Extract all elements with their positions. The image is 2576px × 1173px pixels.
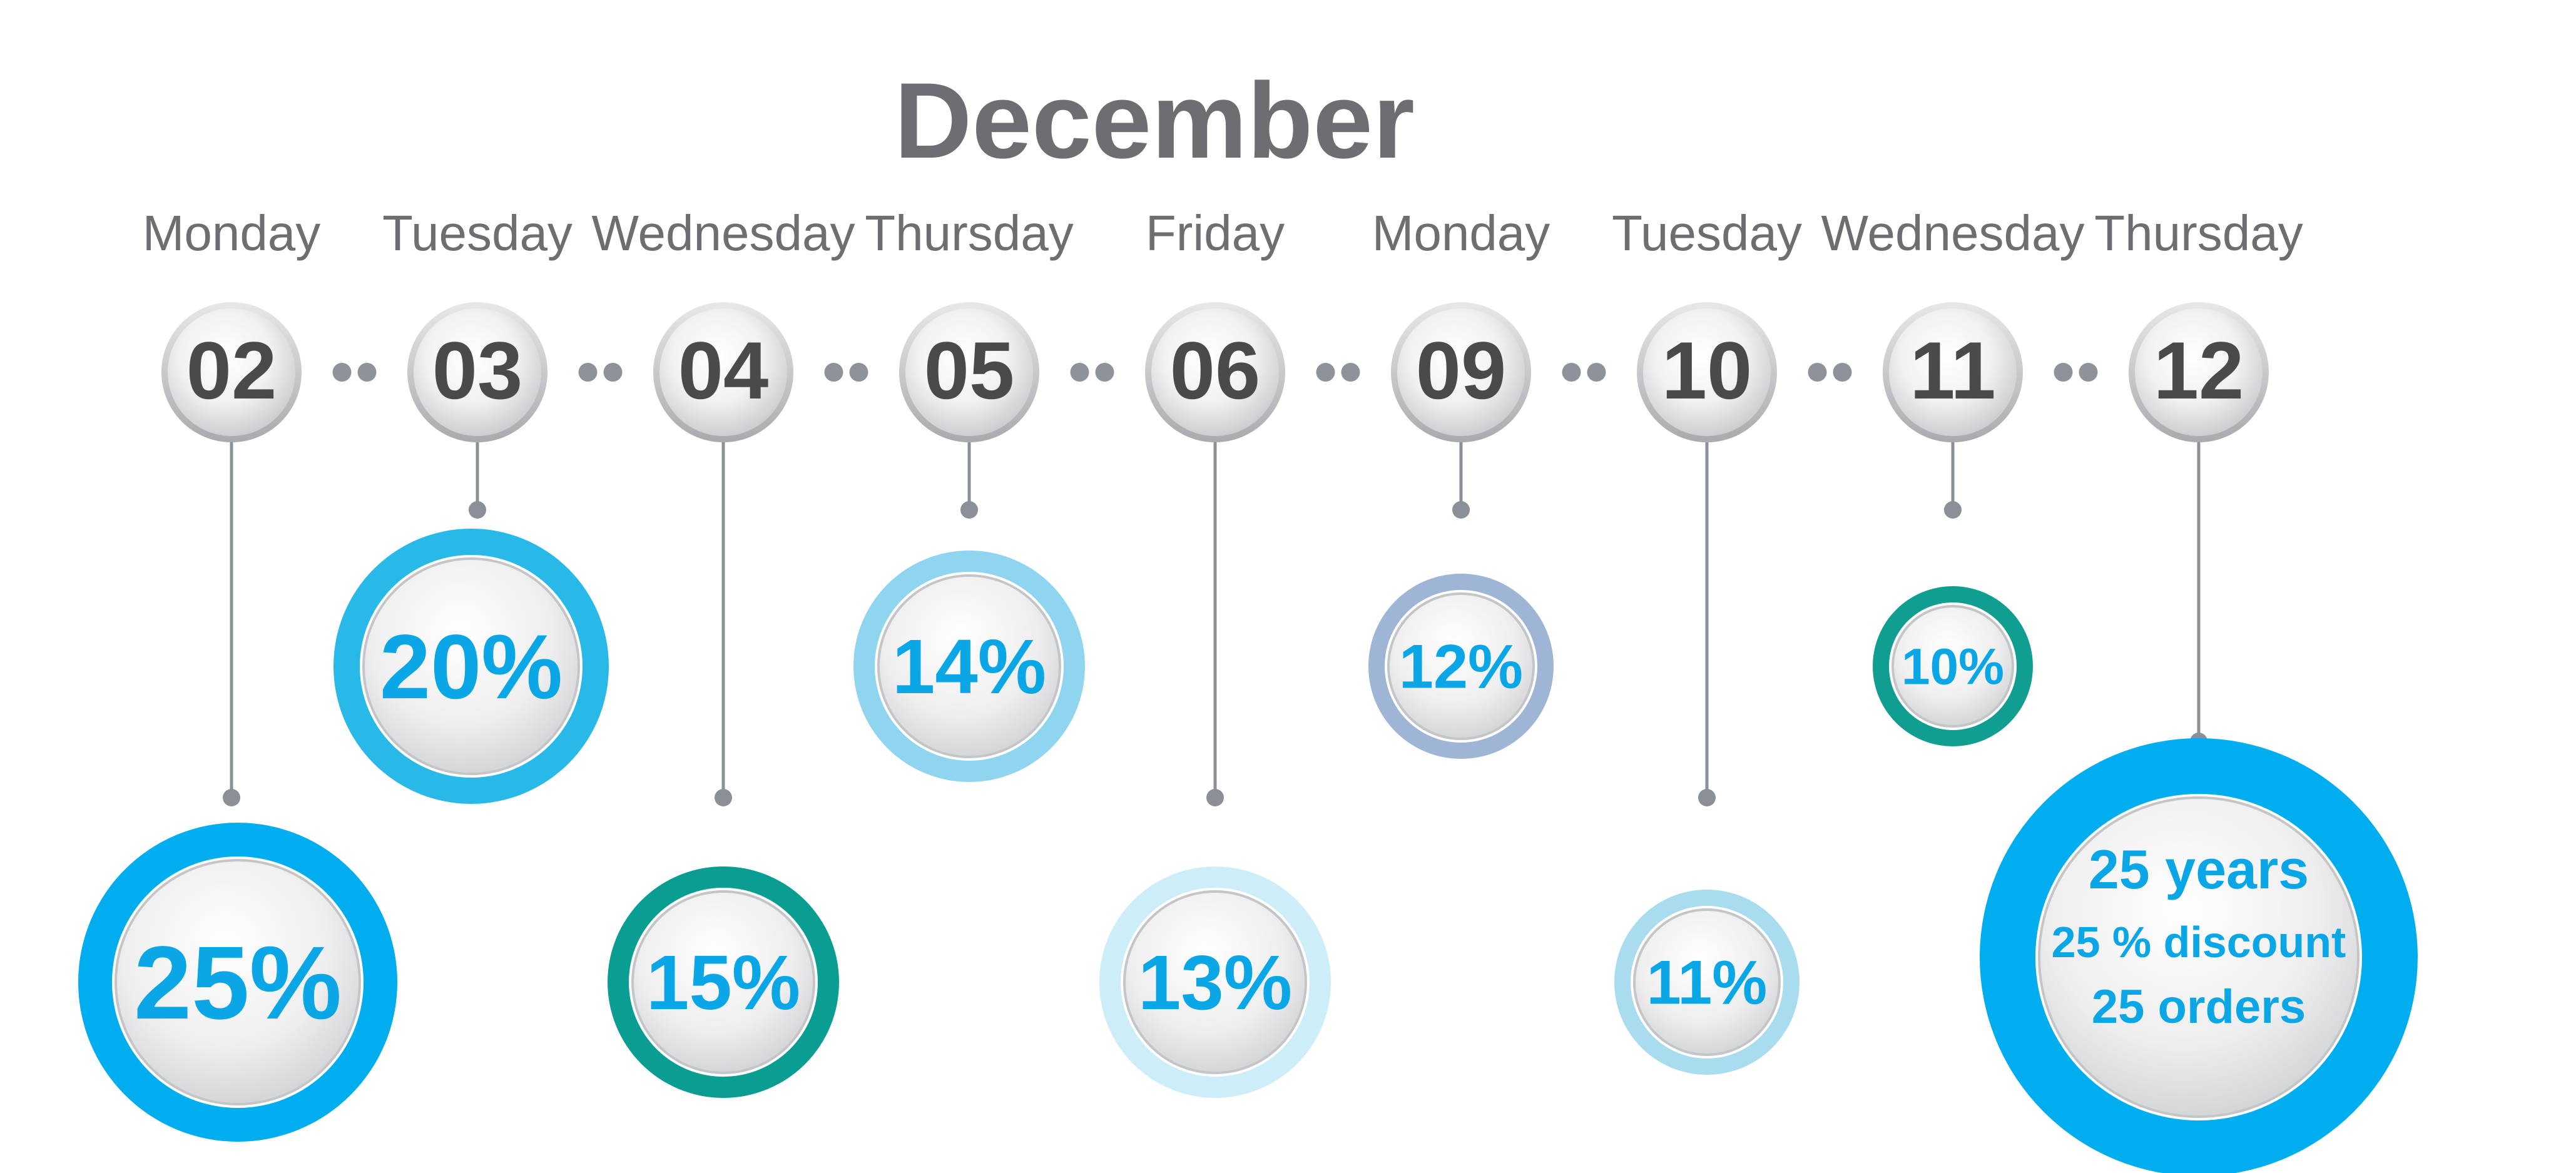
day-item: Thursday 05 14% bbox=[853, 205, 1085, 782]
separator-dot bbox=[603, 363, 623, 382]
connector-node bbox=[1206, 789, 1224, 806]
date-number: 10 bbox=[1662, 325, 1753, 416]
separator-dot bbox=[357, 363, 377, 382]
day-item: Wednesday 11 10% bbox=[1821, 205, 2085, 746]
date-number: 06 bbox=[1170, 325, 1261, 416]
day-item: Monday 02 25% bbox=[78, 205, 397, 1142]
connector-node bbox=[1698, 789, 1716, 806]
weekday-label: Friday bbox=[1146, 205, 1285, 261]
separator-dot bbox=[1808, 363, 1827, 382]
date-circle bbox=[414, 308, 541, 436]
day-item: Thursday 12 25 years 25 % discount 25 orders bbox=[1980, 205, 2418, 1173]
separator-dot bbox=[849, 363, 868, 382]
date-circle bbox=[1151, 308, 1279, 436]
day-item: Monday 09 12% bbox=[1368, 205, 1554, 759]
discount-badge bbox=[1123, 890, 1307, 1074]
separator-dot bbox=[332, 363, 352, 382]
discount-badge bbox=[1633, 908, 1781, 1056]
day-item: Tuesday 10 11% bbox=[1612, 205, 1802, 1075]
day-item: Wednesday 04 15% bbox=[591, 205, 855, 1098]
separator-dot bbox=[1341, 363, 1360, 382]
date-number: 04 bbox=[678, 325, 769, 416]
separator-dot bbox=[824, 363, 843, 382]
discount-badge bbox=[115, 859, 361, 1105]
day-item: Tuesday 03 20% bbox=[333, 205, 609, 804]
discount-badge bbox=[631, 890, 815, 1074]
discount-percent: 15% bbox=[646, 940, 800, 1026]
date-circle bbox=[1889, 308, 2017, 436]
timeline-days: Monday 02 25% Tuesday 03 20% Wednesday 04 15% Thu… bbox=[78, 205, 2418, 1173]
separator-dot bbox=[1316, 363, 1335, 382]
weekday-label: Wednesday bbox=[1821, 205, 2084, 261]
date-circle bbox=[905, 308, 1033, 436]
separator-dot bbox=[578, 363, 598, 382]
connector-node bbox=[715, 789, 732, 806]
connector-node bbox=[223, 789, 240, 806]
discount-percent: 12% bbox=[1399, 632, 1523, 701]
date-number: 09 bbox=[1416, 325, 1507, 416]
date-number: 03 bbox=[432, 325, 523, 416]
weekday-label: Thursday bbox=[2094, 205, 2303, 261]
page-title: December bbox=[894, 61, 1415, 181]
date-circle bbox=[1643, 308, 1771, 436]
separator-dot bbox=[1562, 363, 1581, 382]
connector-node bbox=[1452, 501, 1470, 519]
date-number: 11 bbox=[1910, 325, 1995, 416]
separator-dot bbox=[1095, 363, 1114, 382]
connector-node bbox=[960, 501, 978, 519]
timeline-dots bbox=[332, 363, 2098, 382]
anniversary-text-line: 25 years bbox=[2089, 838, 2309, 900]
weekday-label: Monday bbox=[1372, 205, 1550, 261]
separator-dot bbox=[1070, 363, 1089, 382]
discount-percent: 10% bbox=[1901, 639, 2004, 696]
date-number: 12 bbox=[2154, 325, 2244, 416]
date-circle bbox=[1397, 308, 1525, 436]
weekday-label: Thursday bbox=[865, 205, 1073, 261]
weekday-label: Wednesday bbox=[591, 205, 855, 261]
date-number: 05 bbox=[924, 325, 1015, 416]
separator-dot bbox=[1587, 363, 1606, 382]
discount-percent: 13% bbox=[1138, 940, 1292, 1026]
anniversary-text-line: 25 orders bbox=[2092, 980, 2306, 1033]
discount-percent: 11% bbox=[1647, 948, 1768, 1017]
weekday-label: Tuesday bbox=[382, 205, 573, 261]
date-circle bbox=[2135, 308, 2263, 436]
connector-node bbox=[1944, 501, 1962, 519]
discount-percent: 14% bbox=[892, 624, 1046, 710]
discount-badge bbox=[1387, 592, 1535, 740]
weekday-label: Monday bbox=[143, 205, 321, 261]
separator-dot bbox=[2079, 363, 2098, 382]
discount-badge bbox=[2038, 796, 2360, 1118]
anniversary-text-line: 25 % discount bbox=[2052, 918, 2346, 967]
connector-node bbox=[469, 501, 486, 519]
separator-dot bbox=[1833, 363, 1852, 382]
discount-badge bbox=[362, 557, 580, 775]
discount-percent: 25% bbox=[134, 925, 342, 1041]
date-circle bbox=[168, 308, 295, 436]
discount-badge bbox=[877, 574, 1061, 758]
weekday-label: Tuesday bbox=[1612, 205, 1802, 261]
separator-dot bbox=[2054, 363, 2073, 382]
discount-percent: 20% bbox=[380, 616, 563, 718]
date-circle bbox=[659, 308, 787, 436]
discount-badge bbox=[1891, 605, 2014, 728]
day-item: Friday 06 13% bbox=[1099, 205, 1331, 1098]
date-number: 02 bbox=[186, 325, 277, 416]
